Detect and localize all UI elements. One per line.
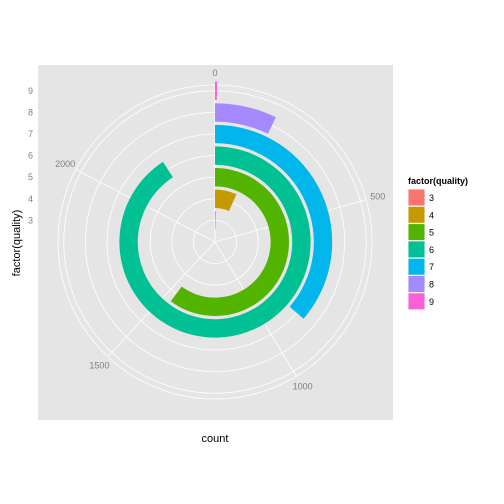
x-axis-title: count — [202, 433, 229, 445]
quality-tick-label: 4 — [28, 194, 33, 204]
count-tick-label: 500 — [370, 191, 385, 201]
quality-tick-label: 7 — [28, 129, 33, 139]
count-tick-label: 1000 — [293, 381, 313, 391]
quality-tick-label: 5 — [28, 172, 33, 182]
bar-quality-7 — [215, 124, 333, 319]
quality-tick-label: 8 — [28, 107, 33, 117]
legend-label: 9 — [429, 297, 434, 307]
legend-label: 3 — [429, 193, 434, 203]
legend-swatch — [408, 258, 425, 275]
legend-label: 4 — [429, 210, 434, 220]
count-tick-labels: 0 500 1000 1500 2000 — [55, 68, 385, 391]
bar-quality-9 — [215, 81, 218, 100]
legend-swatch — [408, 189, 425, 206]
legend-label: 5 — [429, 228, 434, 238]
legend-title: factor(quality) — [408, 176, 468, 186]
bar-quality-3 — [215, 211, 216, 230]
bar-quality-5 — [170, 168, 289, 316]
legend-label: 6 — [429, 245, 434, 255]
count-tick-label: 1500 — [89, 360, 109, 370]
quality-tick-label: 9 — [28, 86, 33, 96]
quality-tick-labels: 3 4 5 6 7 8 9 — [28, 86, 33, 226]
quality-tick-label: 6 — [28, 151, 33, 161]
bars — [119, 81, 333, 338]
legend-swatch — [408, 224, 425, 241]
legend-label: 8 — [429, 280, 434, 290]
count-tick-label: 0 — [212, 68, 217, 78]
legend-swatch — [408, 293, 425, 310]
quality-tick-label: 3 — [28, 215, 33, 225]
legend: factor(quality) 3 4 5 6 7 8 9 — [408, 176, 468, 310]
legend-swatch — [408, 241, 425, 258]
legend-label: 7 — [429, 262, 434, 272]
count-tick-label: 2000 — [55, 159, 75, 169]
y-axis-title: factor(quality) — [11, 210, 23, 277]
bar-quality-4 — [215, 189, 237, 211]
legend-swatch — [408, 276, 425, 292]
bar-quality-8 — [215, 103, 276, 134]
legend-swatch — [408, 206, 425, 223]
